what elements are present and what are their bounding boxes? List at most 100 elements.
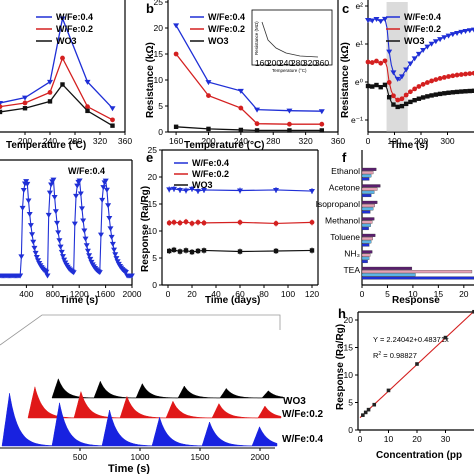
legend-label-wfe04: W/Fe:0.4	[208, 12, 245, 22]
legend-label-wfe02: W/Fe:0.2	[192, 169, 229, 179]
bar	[361, 250, 373, 254]
data-point	[24, 181, 31, 187]
data-point	[171, 186, 177, 192]
data-point	[173, 124, 179, 129]
y-tick-label: e¹	[355, 39, 363, 49]
ridge-label-wfe04: W/Fe:0.4	[282, 434, 324, 445]
panel-c-ylabel: Resistance (kΩ)	[340, 42, 351, 118]
data-point	[454, 30, 461, 36]
data-point	[425, 94, 430, 99]
data-point	[195, 189, 201, 195]
data-point	[408, 89, 413, 95]
data-point	[238, 127, 244, 133]
data-point	[369, 60, 375, 65]
data-point	[201, 187, 207, 193]
ridge-area	[51, 378, 284, 399]
data-point	[458, 29, 465, 35]
x-tick-label: 80	[259, 289, 269, 299]
data-point	[450, 73, 456, 79]
data-point	[177, 249, 183, 254]
inset-x-tick-label: 320	[303, 58, 317, 68]
data-point	[171, 247, 177, 253]
data-point	[31, 245, 38, 251]
data-point	[387, 95, 392, 100]
panel-a: 200 240 280 320 360 Temperature (ºC) W/Fe:0.…	[0, 0, 132, 151]
bar	[361, 204, 375, 208]
data-point	[106, 216, 113, 222]
data-point	[403, 92, 409, 98]
data-point	[0, 109, 3, 115]
inset-xlabel: Temperature (°C)	[272, 68, 307, 73]
data-point	[420, 81, 426, 87]
bar	[361, 273, 416, 277]
data-point	[365, 59, 371, 65]
panel-e-letter: e	[146, 150, 153, 165]
data-point	[61, 257, 68, 263]
y-tick-label: 15	[154, 49, 164, 59]
data-point	[25, 198, 32, 204]
inset-frame	[251, 9, 333, 66]
data-point	[22, 100, 28, 106]
legend-label-wo3: WO3	[208, 36, 229, 46]
data-point	[166, 220, 172, 226]
bar	[361, 207, 374, 211]
x-tick-label: 160	[169, 136, 183, 146]
category-label: Toluene	[330, 232, 360, 242]
data-point	[408, 99, 413, 105]
data-point	[97, 232, 104, 238]
data-point	[238, 105, 244, 111]
y-tick-label: 0	[152, 280, 157, 290]
x-tick-label: 100	[281, 289, 295, 299]
data-point	[48, 182, 55, 188]
data-point	[47, 79, 53, 85]
x-tick-label: 60	[235, 289, 245, 299]
data-point	[433, 92, 439, 97]
y-tick-label: 20	[154, 23, 164, 33]
data-point	[81, 228, 88, 234]
bar	[361, 276, 474, 280]
data-point	[403, 101, 409, 107]
data-point	[107, 226, 114, 232]
data-point	[113, 256, 120, 262]
data-point	[46, 190, 53, 196]
x-tick-label: 0	[366, 136, 371, 146]
data-point	[84, 248, 91, 254]
data-point	[128, 273, 135, 279]
data-point	[433, 77, 439, 82]
data-point	[22, 106, 28, 111]
y-tick-label: e⁰	[355, 77, 364, 87]
data-point	[47, 99, 53, 104]
data-point	[394, 76, 401, 82]
panel-h-xlabel: Concentration (pp	[376, 450, 462, 461]
data-point	[369, 18, 376, 24]
data-point	[59, 16, 66, 22]
data-point	[167, 248, 172, 254]
data-point	[85, 104, 90, 110]
data-point	[370, 84, 375, 89]
x-tick-label: 0	[360, 289, 365, 299]
category-label: Acetone	[329, 183, 360, 193]
panel-c-legend: W/Fe:0.4 W/Fe:0.2 WO3	[386, 12, 441, 46]
data-point	[429, 93, 434, 98]
panel-f-xlabel: Response	[392, 295, 440, 306]
y-tick-label: 20	[344, 315, 354, 325]
data-point	[33, 254, 40, 260]
panel-d: 400 800 1200 1600 2000 Time (s) W/Fe:0.4	[0, 159, 142, 306]
data-point	[377, 19, 384, 25]
bar	[361, 256, 370, 260]
inset-x-tick-label: 160	[255, 58, 269, 68]
bar	[361, 226, 369, 231]
panel-c-letter: c	[342, 1, 349, 16]
panel-b-legend: W/Fe:0.4 W/Fe:0.2 WO3	[190, 12, 245, 46]
series-line	[0, 83, 113, 127]
bar	[361, 243, 370, 247]
data-point	[74, 183, 81, 189]
y-tick-label: 10	[154, 75, 164, 85]
data-point	[287, 121, 292, 127]
ridge-label-wfe02: W/Fe:0.2	[282, 409, 324, 420]
data-point	[57, 244, 64, 250]
data-point	[183, 219, 189, 225]
data-point	[201, 220, 207, 226]
x-tick-label: 200	[18, 136, 32, 146]
data-point	[55, 230, 62, 236]
